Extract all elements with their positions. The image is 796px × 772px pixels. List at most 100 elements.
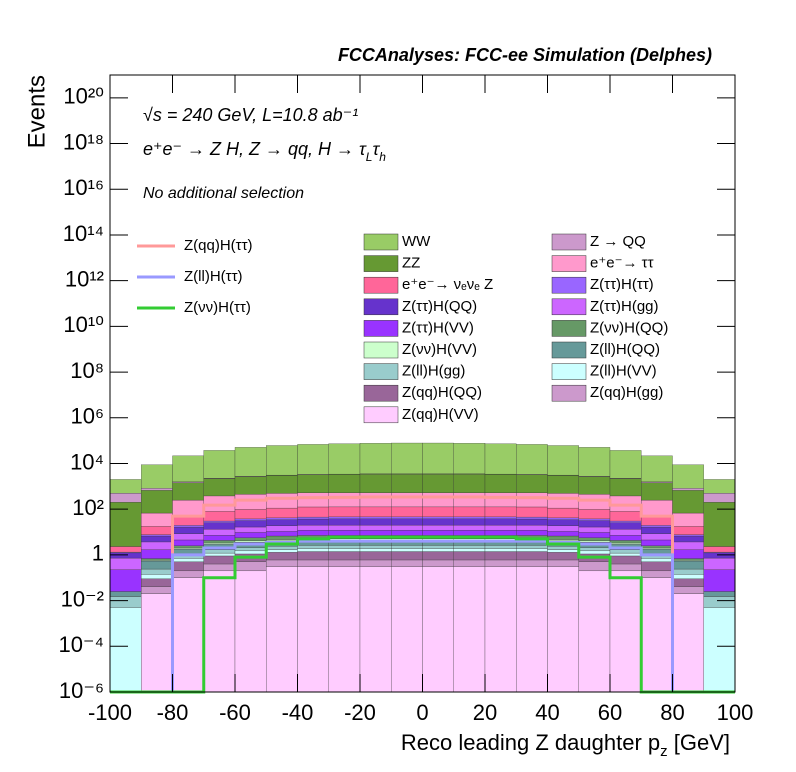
signal-line: [110, 535, 735, 694]
histogram-bin: [172, 539, 204, 546]
histogram-bin: [703, 493, 736, 503]
process-sub: h: [379, 150, 386, 164]
legend-swatch: [363, 363, 399, 380]
histogram-bin: [328, 551, 361, 561]
histogram-bin: [672, 549, 704, 559]
legend-label: ZZ: [402, 255, 420, 272]
histogram-bin: [609, 520, 642, 523]
histogram-bin: [141, 512, 173, 527]
y-tick-label: 10⁻⁶: [59, 678, 104, 703]
histogram-bin: [703, 591, 736, 597]
histogram-bin: [453, 518, 486, 526]
legend-swatch: [363, 298, 399, 316]
histogram-bin: [672, 534, 704, 537]
histogram-bin: [266, 549, 298, 553]
histogram-bin: [172, 577, 204, 693]
histogram-bin: [141, 593, 173, 693]
histogram-bin: [172, 558, 204, 562]
histogram-bin: [453, 559, 486, 567]
histogram-bin: [484, 551, 517, 561]
histogram-bin: [547, 566, 579, 693]
histogram-bin: [672, 568, 704, 575]
histogram-bin: [672, 574, 704, 579]
histogram-bin: [359, 529, 392, 536]
histogram-bin: [203, 549, 236, 554]
y-tick-label: 10²: [72, 495, 104, 520]
histogram-bin: [484, 474, 517, 493]
chart-title: FCCAnalyses: FCC-ee Simulation (Delphes): [338, 45, 712, 65]
histogram-bin: [359, 566, 392, 693]
histogram-bin: [266, 546, 298, 550]
histogram-bin: [297, 559, 329, 567]
histogram-bin: [391, 492, 423, 508]
histogram-bin: [516, 559, 548, 567]
histogram-bin: [422, 548, 454, 552]
histogram-bin: [672, 464, 704, 489]
legend-label: Z(νν)H(VV): [402, 341, 477, 358]
histogram-bin: [672, 526, 704, 535]
histogram-bin: [578, 547, 611, 552]
histogram-bin: [453, 524, 486, 531]
histogram-bin: [516, 474, 548, 493]
histogram-bin: [391, 548, 423, 552]
histogram-bin: [609, 511, 642, 522]
histogram-bin: [547, 475, 579, 494]
histogram-bin: [141, 558, 173, 561]
legend-swatch: [551, 363, 587, 380]
histogram-bin: [453, 506, 486, 518]
legend-label: Z → QQ: [590, 233, 646, 250]
x-label-sub: z: [660, 743, 668, 760]
histogram-bin: [203, 529, 236, 536]
histogram-bin: [703, 557, 736, 570]
histogram-bin: [266, 525, 298, 532]
histogram-bin: [641, 539, 673, 546]
y-tick-label: 10¹²: [65, 266, 104, 291]
histogram-bin: [266, 531, 298, 537]
legend-swatch: [551, 298, 587, 316]
histogram-bin: [297, 444, 329, 475]
x-tick-label: -100: [88, 700, 132, 725]
histogram-bin: [359, 524, 392, 531]
histogram-bin: [547, 507, 579, 519]
histogram-bin: [422, 518, 454, 526]
histogram-bin: [422, 559, 454, 567]
histogram-bin: [266, 445, 298, 476]
histogram-bin: [141, 535, 173, 543]
legend-label: Z(ll)H(VV): [590, 363, 657, 380]
histogram-bin: [172, 570, 204, 578]
histogram-bin: [578, 476, 611, 495]
histogram-bin: [641, 577, 673, 693]
histogram-bin: [203, 495, 236, 512]
histogram-bin: [203, 540, 236, 544]
histogram-bin: [609, 495, 642, 512]
histogram-bin: [672, 560, 704, 570]
histogram-bin: [672, 535, 704, 543]
histogram-bin: [484, 516, 517, 519]
y-tick-label: 10¹⁴: [63, 221, 104, 246]
histogram-bin: [516, 551, 548, 561]
histogram-bin: [578, 570, 611, 693]
histogram-bin: [359, 473, 392, 493]
legend-label: Z(ll)H(QQ): [590, 341, 660, 358]
histogram-bin: [547, 525, 579, 532]
histogram-bin: [484, 524, 517, 531]
histogram-bin: [484, 545, 517, 549]
legend-label: Z(qq)H(QQ): [402, 384, 482, 401]
histogram-bin: [672, 586, 704, 594]
histogram-bin: [297, 506, 329, 518]
histogram-bin: [328, 548, 361, 552]
histogram-bin: [547, 539, 579, 542]
histogram-bin: [547, 493, 579, 509]
histogram-bin: [609, 555, 642, 565]
histogram-bin: [266, 559, 298, 567]
histogram-bin: [484, 492, 517, 508]
histogram-bin: [422, 473, 454, 493]
histogram-bin: [578, 526, 611, 533]
histogram-bin: [391, 506, 423, 518]
histogram-bin: [172, 525, 204, 528]
histogram-bin: [109, 607, 142, 693]
histogram-bin: [234, 476, 267, 495]
histogram-bin: [672, 490, 704, 514]
x-label-text: [GeV]: [668, 730, 730, 755]
histogram-bin: [609, 549, 642, 554]
